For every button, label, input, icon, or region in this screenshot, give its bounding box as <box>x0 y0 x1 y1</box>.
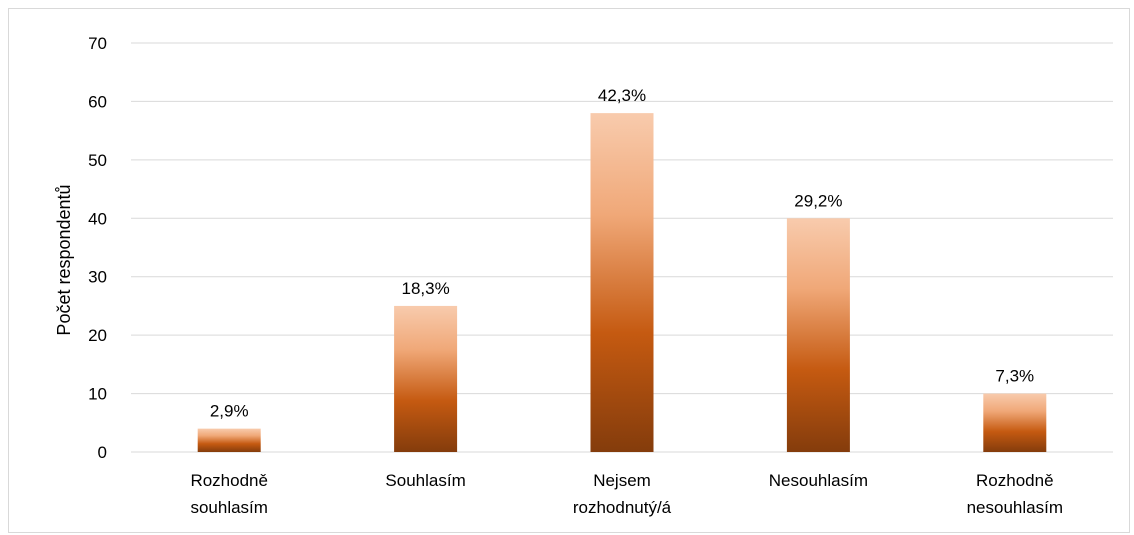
y-tick-label: 50 <box>88 151 107 170</box>
bar <box>983 393 1047 452</box>
bars <box>197 113 1047 452</box>
bar <box>590 113 654 452</box>
y-tick-label: 70 <box>88 34 107 53</box>
y-axis-title: Počet respondentů <box>54 184 74 335</box>
y-tick-label: 20 <box>88 326 107 345</box>
data-label: 2,9% <box>210 402 249 421</box>
data-labels: 2,9% 18,3% 42,3% 29,2% 7,3% <box>210 86 1034 421</box>
x-axis-categories: Rozhodně souhlasím Souhlasím Nejsem rozhodnu… <box>190 471 1063 517</box>
data-label: 7,3% <box>995 367 1034 386</box>
y-tick-label: 0 <box>98 443 107 462</box>
x-category-label: souhlasím <box>190 498 267 517</box>
x-category-label: Nesouhlasím <box>769 471 868 490</box>
y-tick-label: 30 <box>88 268 107 287</box>
x-category-label: Rozhodně <box>976 471 1054 490</box>
bar <box>197 428 261 452</box>
y-axis-ticks: 0 10 20 30 40 50 60 70 <box>88 34 107 462</box>
x-category-label: Rozhodně <box>190 471 268 490</box>
y-tick-label: 40 <box>88 209 107 228</box>
data-label: 42,3% <box>598 86 646 105</box>
x-category-label: nesouhlasím <box>967 498 1063 517</box>
x-category-label: rozhodnutý/á <box>573 498 672 517</box>
chart-frame <box>8 8 1130 533</box>
bar <box>786 218 850 452</box>
x-category-label: Nejsem <box>593 471 651 490</box>
bar <box>394 305 458 452</box>
y-tick-label: 60 <box>88 92 107 111</box>
y-tick-label: 10 <box>88 385 107 404</box>
gridlines <box>131 42 1113 453</box>
data-label: 18,3% <box>401 279 449 298</box>
data-label: 29,2% <box>794 191 842 210</box>
x-category-label: Souhlasím <box>385 471 465 490</box>
